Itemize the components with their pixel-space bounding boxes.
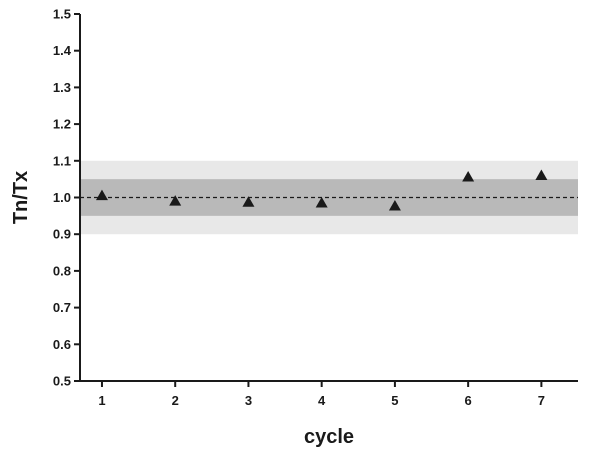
y-ticks: 0.5 0.6 0.7 0.8 0.9 1.0 1.1 1.2 1.3 1.4 1.5 bbox=[53, 7, 80, 389]
x-tick-label: 5 bbox=[391, 393, 398, 408]
data-point bbox=[95, 189, 108, 201]
x-tick-label: 7 bbox=[538, 393, 545, 408]
data-point bbox=[462, 170, 475, 182]
x-tick-label: 4 bbox=[318, 393, 326, 408]
y-axis-title: Tn/Tx bbox=[10, 171, 32, 224]
x-tick-label: 6 bbox=[465, 393, 472, 408]
x-tick-label: 2 bbox=[172, 393, 179, 408]
data-point bbox=[535, 169, 548, 180]
y-tick-label: 1.1 bbox=[53, 153, 71, 168]
data-point bbox=[388, 199, 401, 211]
y-tick-label: 0.7 bbox=[53, 300, 71, 315]
y-tick-label: 1.3 bbox=[53, 80, 71, 95]
y-tick-label: 0.8 bbox=[53, 263, 71, 278]
y-tick-label: 1.0 bbox=[53, 190, 71, 205]
y-tick-label: 1.2 bbox=[53, 117, 71, 132]
x-tick-label: 1 bbox=[98, 393, 105, 408]
y-tick-label: 0.5 bbox=[53, 374, 71, 389]
data-point bbox=[242, 196, 255, 207]
data-point bbox=[169, 195, 182, 206]
x-tick-label: 3 bbox=[245, 393, 252, 408]
data-points bbox=[95, 169, 548, 211]
y-tick-label: 0.9 bbox=[53, 227, 71, 242]
y-tick-label: 1.4 bbox=[53, 43, 72, 58]
x-ticks: 1 2 3 4 5 6 7 bbox=[98, 381, 545, 408]
y-tick-label: 0.6 bbox=[53, 337, 71, 352]
data-point bbox=[315, 197, 328, 208]
y-tick-label: 1.5 bbox=[53, 7, 71, 22]
x-axis-title: cycle bbox=[304, 426, 354, 448]
